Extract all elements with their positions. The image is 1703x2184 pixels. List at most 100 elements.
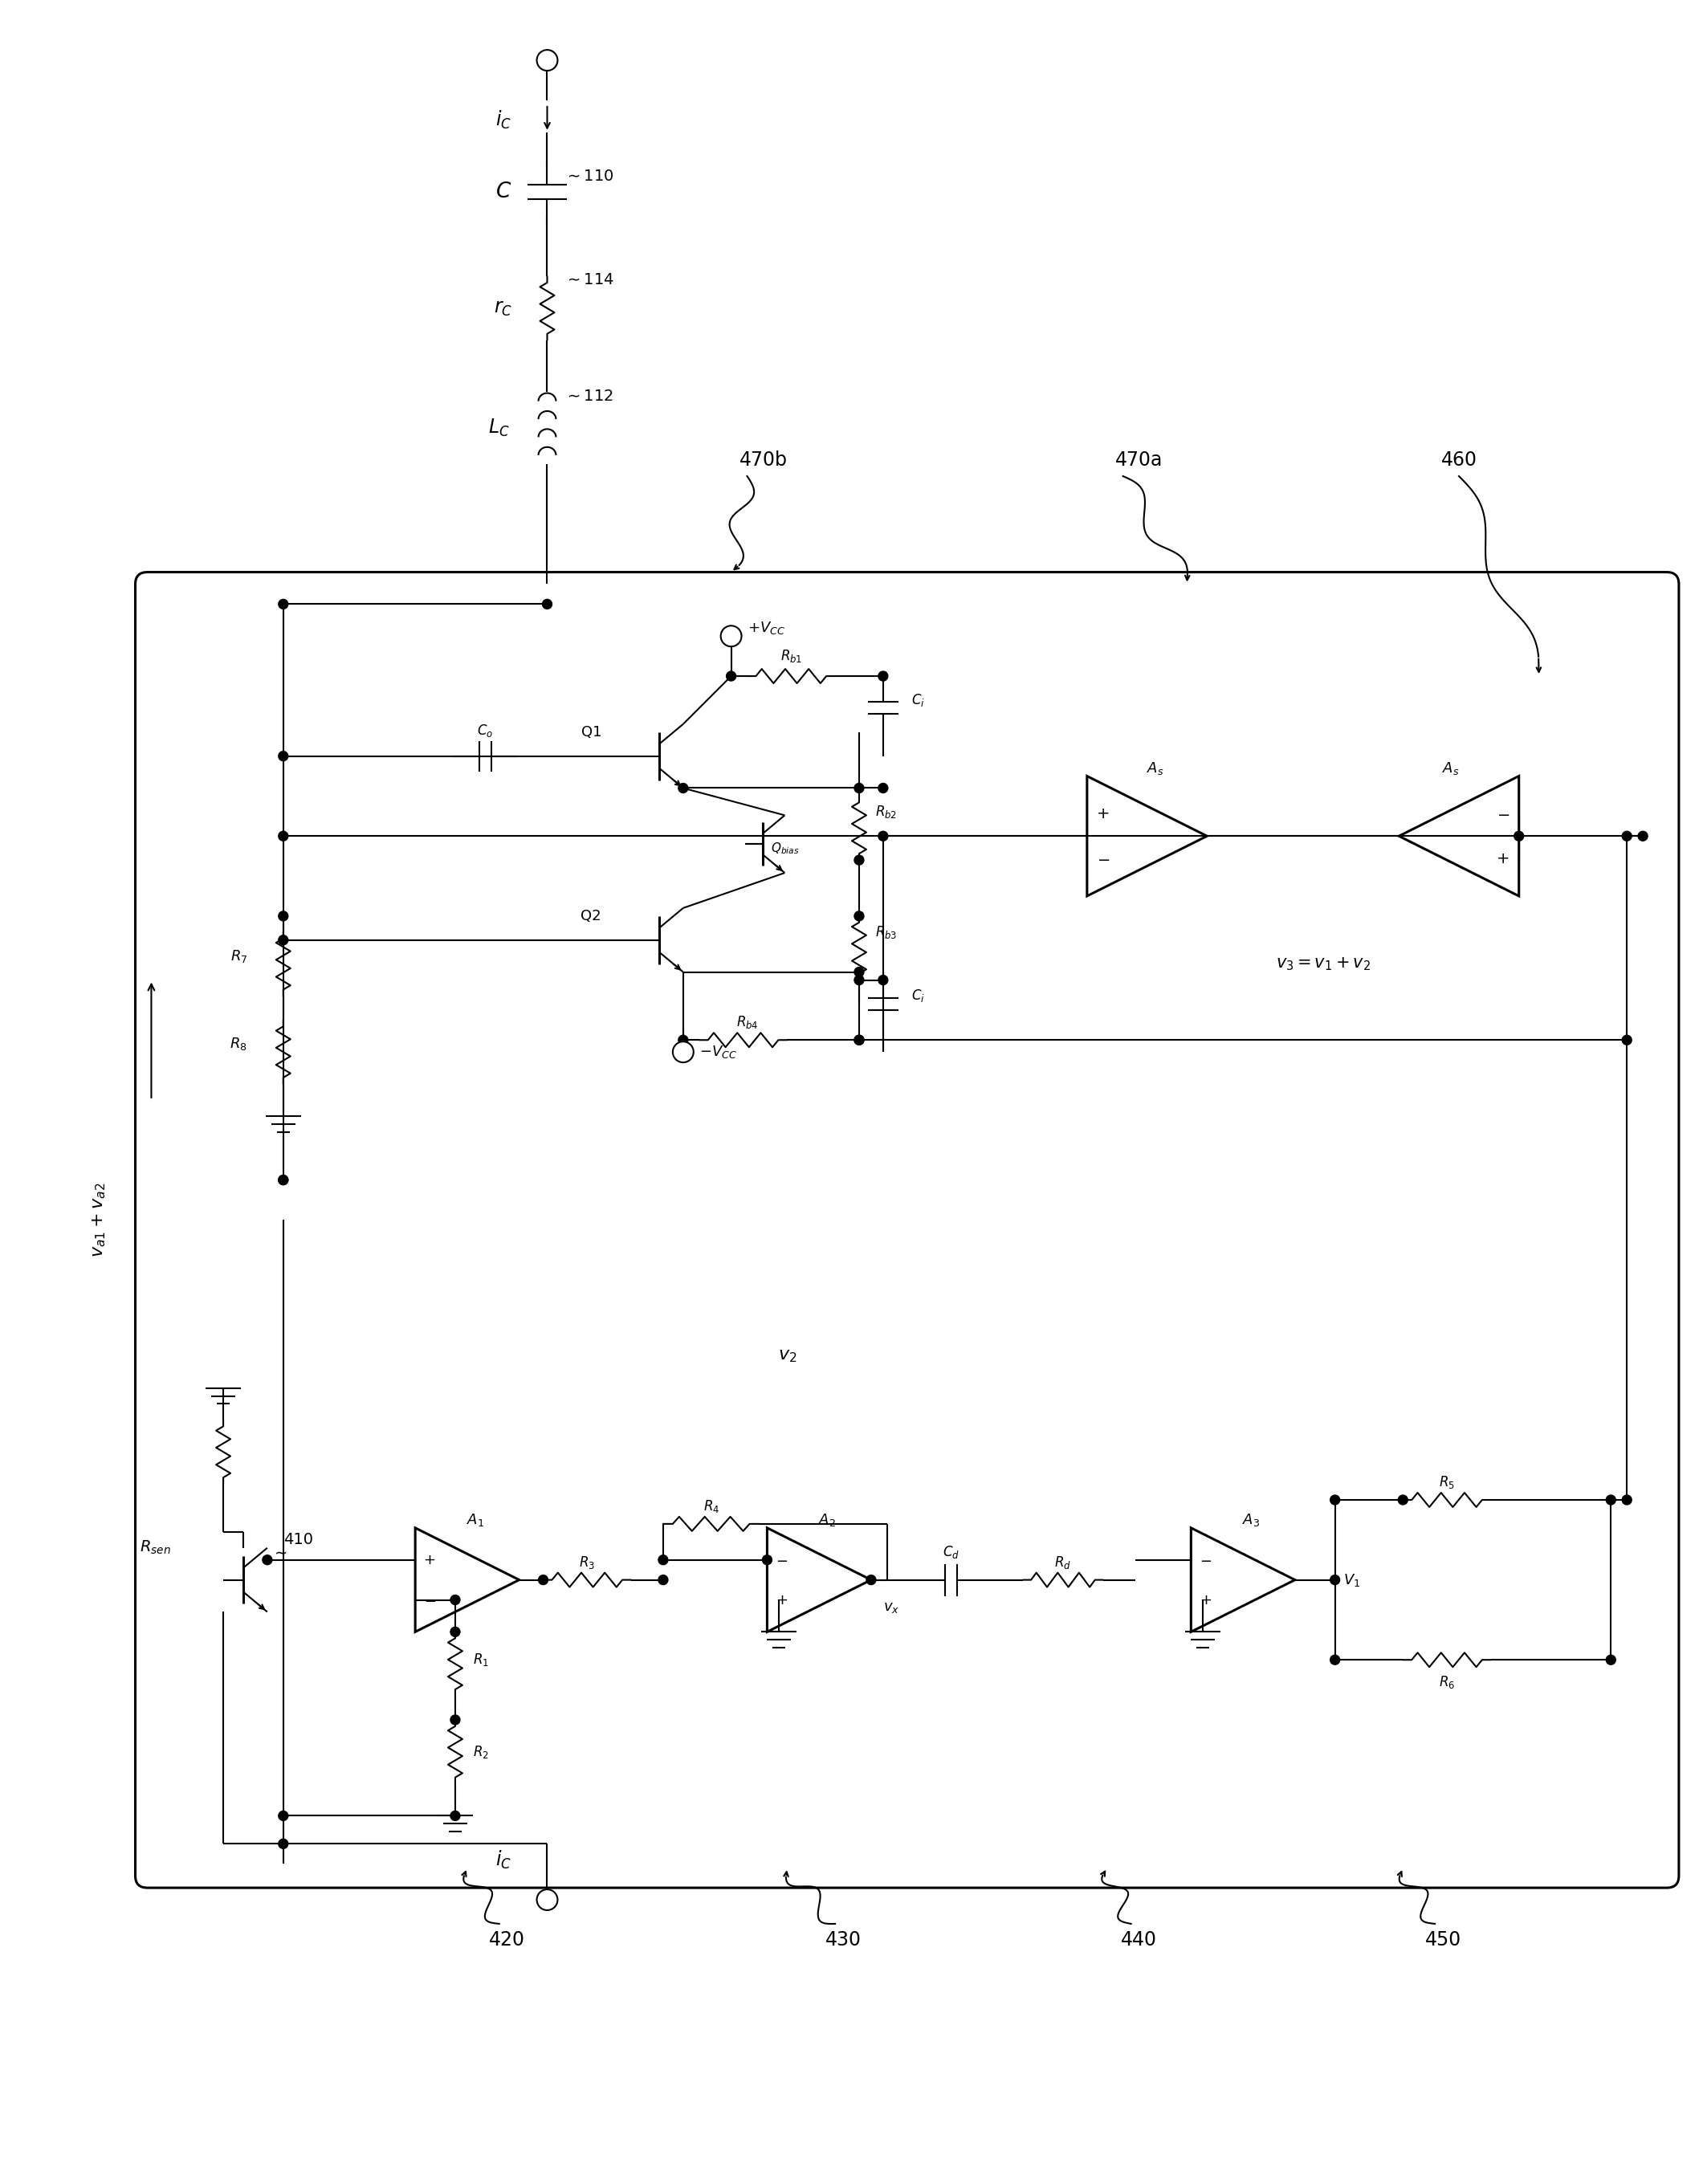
Text: $\sim$110: $\sim$110 — [565, 168, 615, 183]
Text: $R_d$: $R_d$ — [1054, 1555, 1071, 1570]
Text: $C$: $C$ — [496, 181, 511, 203]
Circle shape — [279, 1839, 288, 1848]
Text: $r_C$: $r_C$ — [494, 299, 513, 319]
Circle shape — [720, 627, 741, 646]
Circle shape — [1621, 1496, 1631, 1505]
Text: $A_s$: $A_s$ — [1146, 760, 1163, 775]
Text: $R_5$: $R_5$ — [1439, 1474, 1454, 1489]
Circle shape — [538, 1575, 548, 1586]
Text: $i_C$: $i_C$ — [496, 109, 511, 131]
Circle shape — [879, 784, 887, 793]
Text: $A_1$: $A_1$ — [467, 1511, 484, 1529]
Circle shape — [279, 1811, 288, 1821]
Circle shape — [450, 1627, 460, 1636]
Circle shape — [659, 1575, 668, 1586]
Text: 410: 410 — [283, 1533, 313, 1548]
Text: $R_2$: $R_2$ — [473, 1743, 489, 1760]
Circle shape — [536, 50, 557, 70]
Circle shape — [678, 784, 688, 793]
Circle shape — [727, 670, 736, 681]
Text: $C_i$: $C_i$ — [911, 692, 925, 708]
Text: $C_o$: $C_o$ — [477, 723, 494, 738]
Circle shape — [673, 1042, 693, 1061]
Circle shape — [659, 1555, 668, 1564]
Text: $\sim$112: $\sim$112 — [565, 389, 613, 404]
Text: $A_2$: $A_2$ — [817, 1511, 836, 1529]
Circle shape — [450, 1811, 460, 1821]
Circle shape — [1330, 1575, 1340, 1586]
Text: $R_3$: $R_3$ — [579, 1555, 596, 1570]
Circle shape — [855, 1035, 863, 1044]
Text: Q2: Q2 — [581, 909, 601, 924]
Text: $R_1$: $R_1$ — [473, 1651, 489, 1669]
Circle shape — [855, 968, 863, 976]
Circle shape — [1621, 832, 1631, 841]
Circle shape — [279, 832, 288, 841]
Text: +: + — [775, 1592, 787, 1607]
Text: $R_{b4}$: $R_{b4}$ — [736, 1013, 758, 1031]
Circle shape — [279, 598, 288, 609]
Text: $Q_{bias}$: $Q_{bias}$ — [771, 841, 800, 856]
Circle shape — [279, 911, 288, 922]
Text: +: + — [1097, 806, 1110, 821]
Circle shape — [279, 751, 288, 760]
Text: $R_7$: $R_7$ — [230, 948, 247, 963]
Text: $v_2$: $v_2$ — [778, 1348, 797, 1365]
Text: $R_8$: $R_8$ — [230, 1035, 247, 1053]
Text: +: + — [1497, 852, 1509, 867]
Text: $v_x$: $v_x$ — [884, 1601, 899, 1616]
Text: $C_i$: $C_i$ — [911, 987, 925, 1005]
Circle shape — [262, 1555, 272, 1564]
Circle shape — [855, 911, 863, 922]
Text: $\sim$: $\sim$ — [271, 1544, 288, 1559]
Text: $v_3 = v_1 + v_2$: $v_3 = v_1 + v_2$ — [1276, 957, 1371, 972]
Circle shape — [279, 1175, 288, 1184]
Text: $R_{sen}$: $R_{sen}$ — [140, 1540, 170, 1557]
Circle shape — [855, 976, 863, 985]
Circle shape — [855, 856, 863, 865]
Text: $-$: $-$ — [1199, 1553, 1211, 1568]
Text: $R_{b1}$: $R_{b1}$ — [780, 649, 802, 664]
Circle shape — [1606, 1655, 1616, 1664]
Circle shape — [1638, 832, 1649, 841]
Circle shape — [1606, 1496, 1616, 1505]
Circle shape — [542, 598, 552, 609]
Circle shape — [279, 935, 288, 946]
Text: $R_{b3}$: $R_{b3}$ — [875, 924, 897, 939]
Text: $+V_{CC}$: $+V_{CC}$ — [748, 620, 785, 636]
Circle shape — [855, 1035, 863, 1044]
Text: $v_{a1} + v_{a2}$: $v_{a1} + v_{a2}$ — [90, 1182, 107, 1258]
Text: $R_{b2}$: $R_{b2}$ — [875, 804, 897, 821]
Text: 430: 430 — [824, 1931, 862, 1950]
Text: 470a: 470a — [1115, 450, 1163, 470]
Circle shape — [450, 1714, 460, 1725]
Text: $A_s$: $A_s$ — [1442, 760, 1459, 775]
Text: $-$: $-$ — [1097, 852, 1110, 867]
Circle shape — [1514, 832, 1524, 841]
Text: 470b: 470b — [739, 450, 787, 470]
Circle shape — [678, 1035, 688, 1044]
Text: $L_C$: $L_C$ — [489, 417, 509, 439]
Circle shape — [450, 1594, 460, 1605]
Text: +: + — [1199, 1592, 1211, 1607]
Circle shape — [1621, 1035, 1631, 1044]
Circle shape — [867, 1575, 875, 1586]
Text: 420: 420 — [489, 1931, 525, 1950]
Text: Q1: Q1 — [581, 725, 601, 740]
Text: $A_3$: $A_3$ — [1241, 1511, 1260, 1529]
Text: $-$: $-$ — [1497, 806, 1509, 821]
Text: $R_4$: $R_4$ — [703, 1498, 719, 1514]
Circle shape — [855, 784, 863, 793]
Circle shape — [879, 976, 887, 985]
Circle shape — [536, 1889, 557, 1911]
Text: $-V_{CC}$: $-V_{CC}$ — [700, 1044, 737, 1059]
Text: $V_1$: $V_1$ — [1344, 1572, 1361, 1588]
Circle shape — [1330, 1496, 1340, 1505]
Text: +: + — [424, 1553, 436, 1568]
Circle shape — [763, 1555, 771, 1564]
Text: $-$: $-$ — [775, 1553, 787, 1568]
Text: 440: 440 — [1121, 1931, 1156, 1950]
Text: $\sim$114: $\sim$114 — [565, 273, 615, 288]
Text: $C_d$: $C_d$ — [943, 1544, 959, 1559]
Text: 460: 460 — [1441, 450, 1477, 470]
